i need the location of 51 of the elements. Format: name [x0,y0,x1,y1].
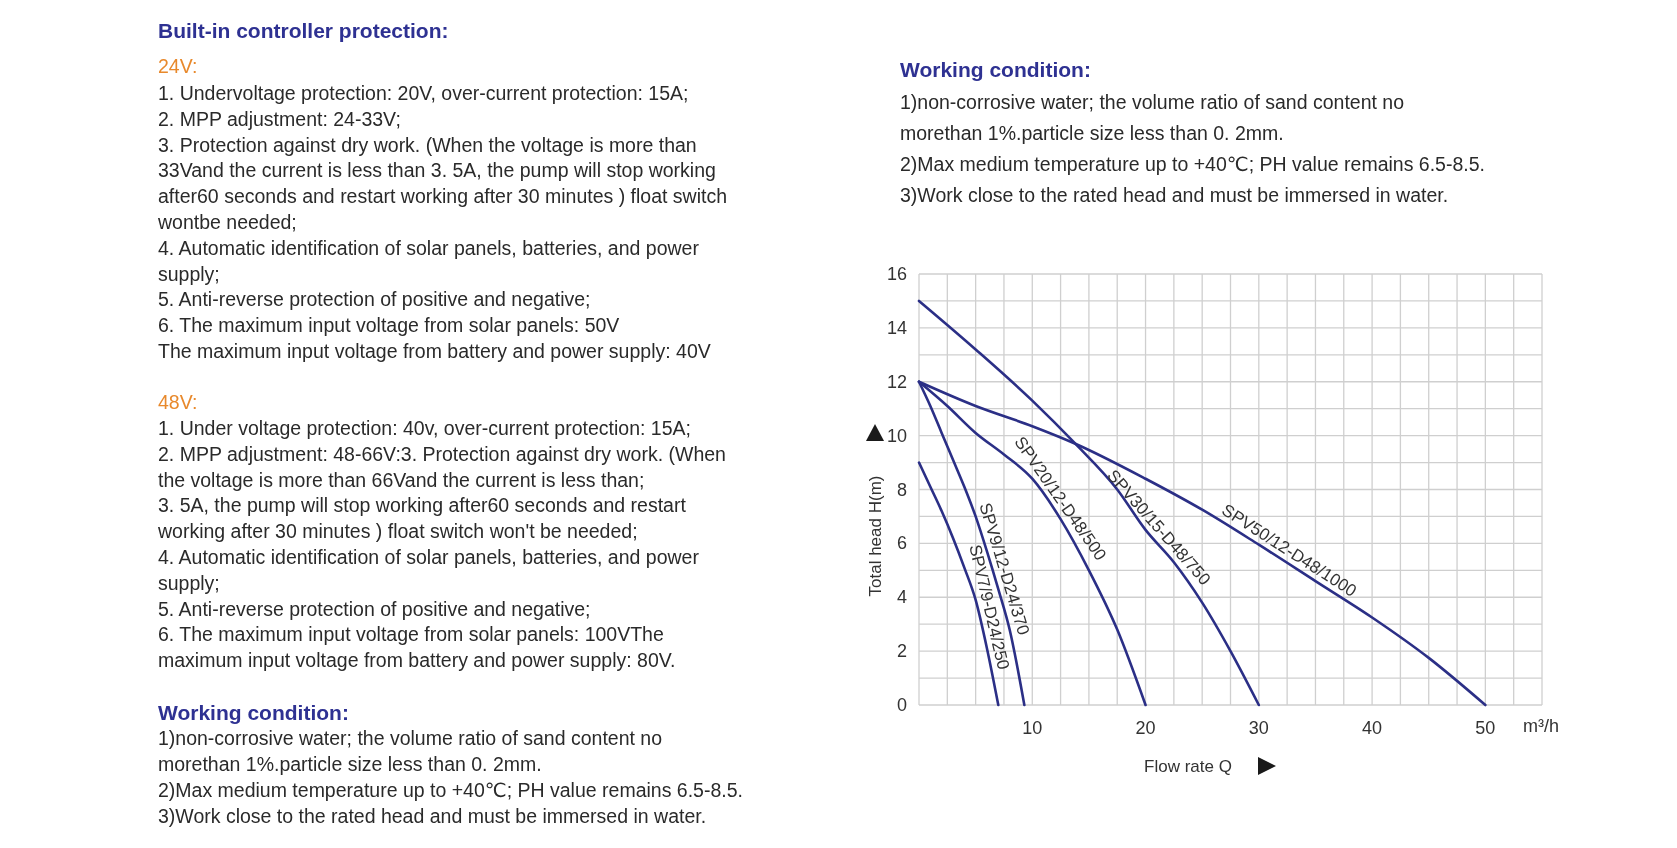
text: 2)Max medium temperature up to +40℃; PH value remains 6.5-8.5. [158,779,743,801]
x-tick-label: 10 [1022,718,1043,738]
text: 4. Automatic identification of solar panels, batteries, and power [158,236,700,259]
text: 5. Anti-reverse protection of positive and negative; [158,288,591,311]
text: 3)Work close to the rated head and must be immersed in water. [900,184,1449,206]
text: 3)Work close to the rated head and must be immersed in water. [158,805,707,827]
text: Built-in controller protection: [158,18,449,42]
text: 6. The maximum input voltage from solar panels: 50V [158,314,620,337]
text: 4. Automatic identification of solar panels, batteries, and power [158,546,700,568]
y-tick-label: 0 [896,695,907,715]
text: The maximum input voltage from battery and power supply: 40V [158,340,711,362]
y-tick-label: 10 [886,425,907,446]
text: supply; [158,571,220,594]
y-tick-label: 6 [896,533,907,554]
text: 1. Undervoltage protection: 20V, over-current protection: 15A; [158,82,689,104]
x-tick-label: 40 [1362,718,1383,738]
x-axis-title: Flow rate Q [1144,756,1232,776]
text: 24V: [158,55,198,77]
text: working after 30 minutes ) float switch won't be needed; [157,520,638,543]
x-tick-label: 50 [1475,718,1496,738]
text: 2. MPP adjustment: 48-66V:3. Protection against dry work. (When [158,442,726,465]
x-tick-label: 30 [1248,718,1269,738]
text: 33Vand the current is less than 3. 5A, the pump will stop working [158,159,716,182]
text: 2)Max medium temperature up to +40℃; PH value remains 6.5-8.5. [900,153,1485,175]
text: 3. Protection against dry work. (When the voltage is more than [158,133,697,156]
text: morethan 1%.particle size less than 0. 2mm. [900,122,1284,144]
text: 1)non-corrosive water; the volume ratio of sand content no [158,727,663,749]
y-tick-label: 8 [896,479,907,500]
text: 3. 5A, the pump will stop working after60 seconds and restart [158,494,687,517]
y-axis-title: Total head H(m) [865,475,885,597]
text: maximum input voltage from battery and power supply: 80V. [158,649,676,672]
y-tick-label: 16 [886,264,907,284]
text: 1. Under voltage protection: 40v, over-current protection: 15A; [158,417,691,439]
text: Working condition: [900,57,1091,81]
text: after60 seconds and restart working after 30 minutes ) float switch [158,185,728,208]
y-tick-label: 14 [886,317,907,338]
y-tick-label: 4 [896,587,907,608]
text: m³/h [1523,716,1559,736]
x-tick-label: 20 [1135,718,1156,738]
text: 6. The maximum input voltage from solar panels: 100VThe [158,623,664,646]
text: 2. MPP adjustment: 24-33V; [158,107,401,130]
y-tick-label: 12 [886,371,907,392]
text: wontbe needed; [157,211,297,233]
text: 1)non-corrosive water; the volume ratio of sand content no [900,91,1405,113]
text: supply; [158,262,220,285]
y-tick-label: 2 [896,641,907,662]
text: the voltage is more than 66Vand the current is less than; [158,468,645,491]
text: Working condition: [158,700,349,724]
text: 5. Anti-reverse protection of positive and negative; [158,597,591,620]
text: morethan 1%.particle size less than 0. 2mm. [158,753,542,775]
text: 48V: [158,391,198,413]
